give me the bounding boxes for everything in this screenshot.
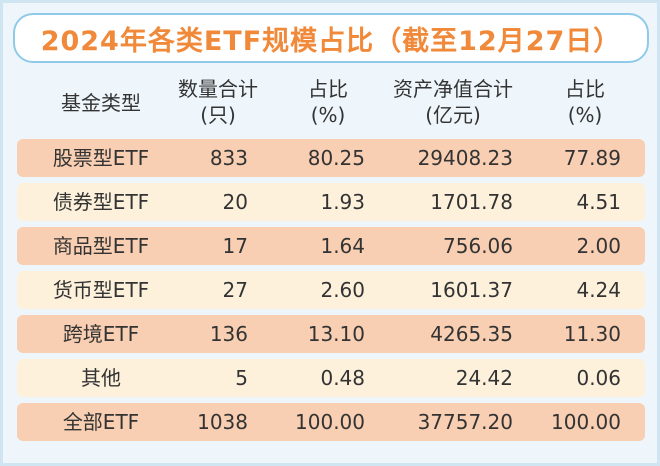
column-header: 数量合计 [178, 77, 258, 101]
table-cell: 13.10 [307, 322, 365, 346]
table-row [17, 315, 645, 353]
table-cell: 37757.20 [417, 410, 513, 434]
table-cell: 1.64 [320, 234, 365, 258]
table-cell: 5 [235, 366, 248, 390]
row-label: 其他 [81, 366, 121, 390]
table-cell: 17 [222, 234, 248, 258]
column-header: 资产净值合计 [393, 77, 513, 101]
column-header: 占比 [565, 77, 605, 101]
table-cell: 100.00 [295, 410, 365, 434]
table-cell: 1038 [197, 410, 248, 434]
table-cell: 80.25 [307, 146, 365, 170]
table-cell: 136 [209, 322, 248, 346]
row-label: 股票型ETF [52, 146, 150, 170]
table-cell: 756.06 [443, 234, 513, 258]
table-cell: 4.51 [576, 190, 621, 214]
row-label: 全部ETF [62, 410, 140, 434]
column-header: 占比 [308, 77, 348, 101]
table-cell: 0.48 [320, 366, 365, 390]
table-cell: 27 [222, 278, 248, 302]
table-cell: 4265.35 [430, 322, 513, 346]
table-cell: 0.06 [576, 366, 621, 390]
row-label: 货币型ETF [52, 278, 150, 302]
column-header: (%) [567, 103, 603, 127]
table-row [17, 183, 645, 221]
title: 2024年各类ETF规模占比（截至12月27日） [13, 13, 649, 63]
table-row [17, 227, 645, 265]
table-cell: 11.30 [563, 322, 621, 346]
table-cell: 4.24 [576, 278, 621, 302]
row-label: 债券型ETF [52, 190, 150, 214]
table-cell: 1701.78 [430, 190, 513, 214]
table-row [17, 271, 645, 309]
table-cell: 2.00 [576, 234, 621, 258]
table-row [17, 403, 645, 441]
table-cell: 20 [222, 190, 248, 214]
table-row [17, 359, 645, 397]
table-cell: 77.89 [563, 146, 621, 170]
column-header: 基金类型 [61, 91, 141, 115]
table-cell: 1.93 [320, 190, 365, 214]
table-cell: 1601.37 [430, 278, 513, 302]
table-cell: 100.00 [551, 410, 621, 434]
table-row [17, 139, 645, 177]
column-header: (%) [310, 103, 346, 127]
column-header: (只) [200, 103, 236, 127]
table-cell: 29408.23 [417, 146, 513, 170]
table-cell: 833 [209, 146, 248, 170]
table-cell: 24.42 [455, 366, 513, 390]
row-label: 商品型ETF [52, 234, 150, 258]
table-cell: 2.60 [320, 278, 365, 302]
column-header: (亿元) [425, 103, 481, 127]
row-label: 跨境ETF [62, 322, 140, 346]
